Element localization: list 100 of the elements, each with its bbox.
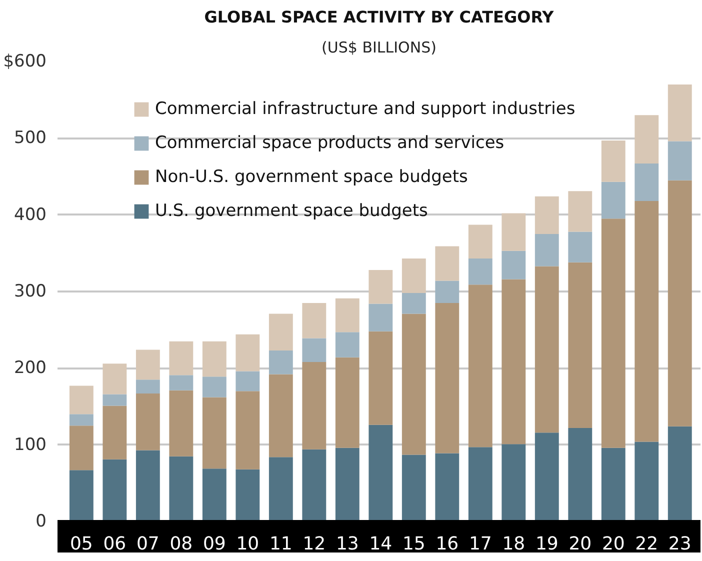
bar bbox=[169, 390, 194, 456]
bar bbox=[335, 357, 360, 448]
bar bbox=[136, 380, 160, 394]
bar bbox=[169, 375, 194, 390]
x-tick-label: 13 bbox=[336, 534, 359, 554]
bar bbox=[601, 182, 626, 219]
x-tick-label: 07 bbox=[136, 534, 160, 554]
bar bbox=[335, 298, 360, 332]
bar bbox=[668, 84, 692, 142]
bar bbox=[368, 304, 393, 332]
bar bbox=[601, 218, 626, 448]
bar bbox=[268, 314, 293, 351]
y-tick-label: 200 bbox=[14, 358, 47, 378]
x-tick-label: 16 bbox=[436, 534, 459, 554]
bar bbox=[534, 432, 559, 522]
bar bbox=[302, 338, 326, 362]
bar bbox=[435, 453, 460, 522]
x-tick-label: 06 bbox=[103, 534, 126, 554]
x-tick-label: 19 bbox=[535, 534, 558, 554]
x-tick-label: 20 bbox=[602, 534, 625, 554]
bar bbox=[402, 314, 426, 455]
bar bbox=[302, 362, 326, 450]
bar bbox=[435, 246, 460, 281]
x-tick-label: 05 bbox=[70, 534, 93, 554]
chart-subtitle: (US$ BILLIONS) bbox=[322, 38, 436, 56]
bar bbox=[634, 163, 659, 202]
legend-label: U.S. government space budgets bbox=[155, 201, 428, 221]
bar bbox=[69, 386, 94, 414]
bar bbox=[69, 426, 94, 470]
bar bbox=[368, 331, 393, 425]
bar bbox=[102, 394, 127, 406]
x-tick-label: 15 bbox=[402, 534, 426, 554]
x-tick-label: 10 bbox=[236, 534, 260, 554]
bar bbox=[402, 258, 426, 294]
bar bbox=[202, 341, 226, 377]
bar bbox=[169, 341, 194, 376]
bar bbox=[268, 374, 293, 458]
bar bbox=[634, 201, 659, 442]
bar bbox=[236, 334, 260, 372]
bar bbox=[568, 232, 592, 262]
bar bbox=[236, 391, 260, 470]
bar bbox=[202, 376, 226, 398]
bar bbox=[335, 332, 360, 358]
bar bbox=[534, 266, 559, 433]
bar bbox=[102, 364, 127, 394]
bar bbox=[302, 303, 326, 338]
x-tick-label: 23 bbox=[668, 534, 692, 554]
bar bbox=[236, 371, 260, 392]
bar bbox=[368, 424, 393, 522]
bar bbox=[668, 426, 692, 522]
legend-label: Non-U.S. government space budgets bbox=[155, 167, 468, 187]
bar bbox=[102, 406, 127, 460]
bar bbox=[202, 397, 226, 469]
bar bbox=[568, 428, 592, 522]
bar bbox=[136, 393, 160, 450]
y-tick-label: $600 bbox=[3, 52, 46, 72]
bar bbox=[468, 447, 492, 522]
bar bbox=[502, 250, 526, 280]
bar bbox=[502, 444, 526, 522]
bar bbox=[634, 115, 659, 164]
bar bbox=[534, 196, 559, 234]
y-tick-label: 500 bbox=[14, 128, 47, 148]
bar bbox=[534, 234, 559, 266]
bar bbox=[568, 262, 592, 428]
bar bbox=[502, 213, 526, 251]
bar bbox=[302, 449, 326, 522]
y-tick-label: 400 bbox=[14, 204, 47, 225]
bar bbox=[102, 459, 127, 522]
bar bbox=[502, 279, 526, 444]
bar bbox=[69, 414, 94, 426]
bar bbox=[668, 141, 692, 180]
bar bbox=[268, 350, 293, 374]
x-tick-label: 12 bbox=[302, 534, 326, 554]
bar bbox=[402, 454, 426, 522]
bar bbox=[268, 457, 293, 522]
bar bbox=[202, 468, 226, 522]
chart-title: GLOBAL SPACE ACTIVITY BY CATEGORY bbox=[204, 8, 554, 26]
x-tick-label: 18 bbox=[502, 534, 526, 554]
bar bbox=[136, 350, 160, 380]
x-tick-label: 20 bbox=[568, 534, 592, 554]
bar bbox=[169, 456, 194, 522]
bar bbox=[435, 303, 460, 454]
bar bbox=[368, 270, 393, 304]
bar bbox=[435, 280, 460, 303]
bar bbox=[136, 450, 160, 522]
bar bbox=[601, 448, 626, 522]
y-tick-label: 300 bbox=[14, 282, 47, 302]
x-tick-label: 08 bbox=[170, 534, 193, 554]
y-tick-label: 100 bbox=[14, 434, 47, 455]
legend-label: Commercial space products and services bbox=[155, 133, 504, 153]
bar bbox=[468, 284, 492, 448]
y-tick-label: 0 bbox=[36, 512, 47, 532]
x-tick-label: 09 bbox=[202, 534, 226, 554]
bar bbox=[335, 448, 360, 522]
bar bbox=[601, 140, 626, 182]
bar bbox=[468, 224, 492, 259]
bar bbox=[69, 470, 94, 522]
x-tick-label: 22 bbox=[635, 534, 658, 554]
bar bbox=[236, 469, 260, 522]
bar bbox=[402, 293, 426, 314]
